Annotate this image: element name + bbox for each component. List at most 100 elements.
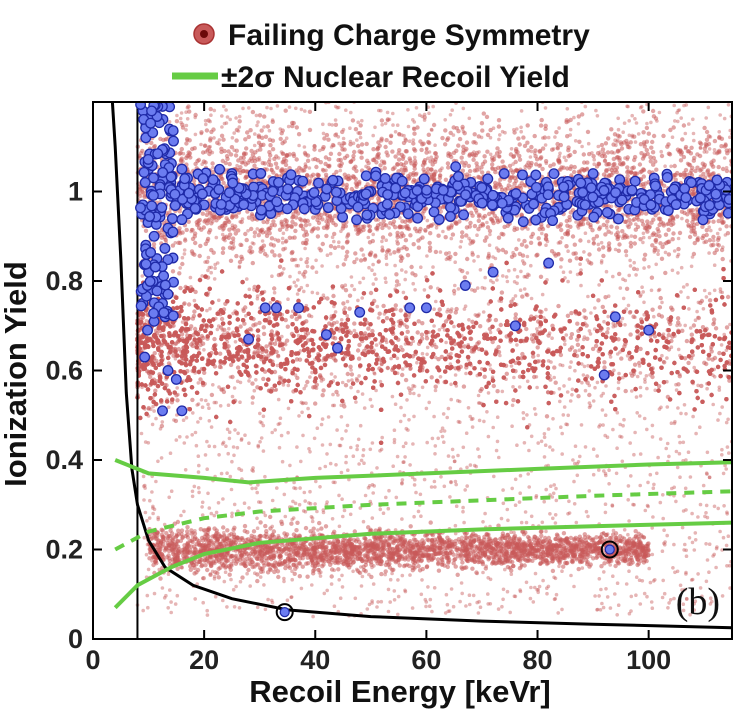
failing-event	[264, 344, 269, 349]
failing-event	[250, 381, 255, 386]
failing-event	[202, 370, 207, 375]
failing-event	[307, 361, 313, 366]
failing-event	[656, 312, 662, 318]
failing-event	[274, 314, 279, 319]
failing-event	[170, 397, 175, 402]
failing-event	[652, 334, 658, 339]
failing-event	[631, 314, 636, 319]
failing-event	[159, 398, 164, 403]
failing-event	[227, 320, 232, 326]
failing-event	[272, 341, 278, 346]
failing-event	[466, 325, 471, 330]
failing-event	[340, 284, 345, 289]
failing-event	[178, 285, 183, 291]
failing-event	[379, 383, 384, 388]
failing-event	[416, 356, 421, 361]
failing-event	[594, 339, 599, 344]
failing-event	[494, 399, 499, 404]
failing-event	[473, 320, 479, 326]
failing-event	[583, 315, 589, 321]
failing-event	[205, 362, 210, 367]
failing-event	[473, 345, 478, 350]
failing-event	[556, 303, 561, 309]
failing-event	[352, 395, 358, 400]
failing-event	[722, 336, 727, 342]
failing-event	[632, 362, 638, 367]
failing-event	[321, 388, 326, 393]
failing-event	[639, 331, 645, 336]
failing-event	[295, 375, 300, 381]
failing-event	[192, 326, 198, 332]
failing-event	[443, 369, 448, 374]
failing-event	[558, 352, 564, 358]
failing-event	[529, 336, 535, 342]
failing-event	[569, 345, 575, 350]
failing-event	[348, 356, 354, 361]
failing-event	[240, 318, 246, 323]
failing-event	[400, 347, 405, 353]
failing-event	[436, 368, 442, 373]
failing-event	[290, 359, 296, 364]
failing-event	[657, 357, 663, 362]
failing-event	[602, 365, 607, 370]
failing-event	[418, 339, 423, 344]
failing-event	[443, 357, 448, 362]
failing-event	[460, 327, 466, 332]
failing-event	[491, 383, 496, 389]
failing-event	[610, 362, 616, 367]
failing-event	[443, 379, 449, 385]
failing-event	[213, 371, 219, 376]
failing-event	[403, 295, 409, 301]
failing-event	[686, 354, 692, 359]
failing-event	[656, 384, 662, 389]
failing-event	[453, 310, 458, 315]
failing-event	[657, 305, 663, 310]
failing-event	[355, 348, 361, 353]
failing-event	[219, 387, 224, 392]
failing-event	[307, 313, 312, 318]
failing-event	[183, 361, 188, 366]
failing-event	[634, 309, 639, 314]
failing-event	[708, 303, 713, 308]
failing-event	[272, 383, 277, 388]
failing-event	[709, 349, 714, 354]
failing-event	[575, 342, 581, 347]
failing-event	[720, 295, 725, 300]
failing-event	[682, 356, 688, 361]
failing-event	[227, 314, 232, 319]
failing-event	[623, 388, 628, 394]
failing-event	[266, 377, 271, 382]
failing-event	[150, 340, 156, 345]
failing-event	[613, 332, 618, 337]
failing-event	[176, 346, 181, 352]
failing-event	[294, 357, 300, 362]
failing-event	[436, 357, 441, 362]
failing-event	[254, 370, 259, 375]
failing-event	[368, 290, 374, 296]
failing-event	[210, 300, 215, 305]
failing-event	[582, 308, 587, 313]
failing-event	[589, 376, 595, 381]
failing-event	[331, 293, 336, 299]
failing-event	[627, 310, 633, 315]
failing-event	[238, 337, 243, 342]
failing-event	[600, 352, 605, 357]
failing-event	[602, 360, 607, 365]
failing-event	[676, 382, 681, 387]
failing-event	[250, 395, 255, 400]
failing-event	[199, 334, 204, 339]
failing-event	[330, 335, 336, 340]
failing-event	[380, 335, 385, 340]
failing-event	[576, 378, 581, 383]
failing-event	[435, 332, 441, 338]
failing-event	[186, 302, 192, 307]
failing-event	[175, 305, 180, 310]
failing-event	[658, 295, 663, 301]
failing-event	[173, 418, 179, 424]
failing-event	[468, 370, 473, 376]
failing-event	[423, 379, 428, 384]
failing-event	[619, 356, 624, 361]
failing-event	[325, 353, 330, 359]
failing-event	[534, 304, 539, 309]
failing-event	[325, 296, 330, 301]
